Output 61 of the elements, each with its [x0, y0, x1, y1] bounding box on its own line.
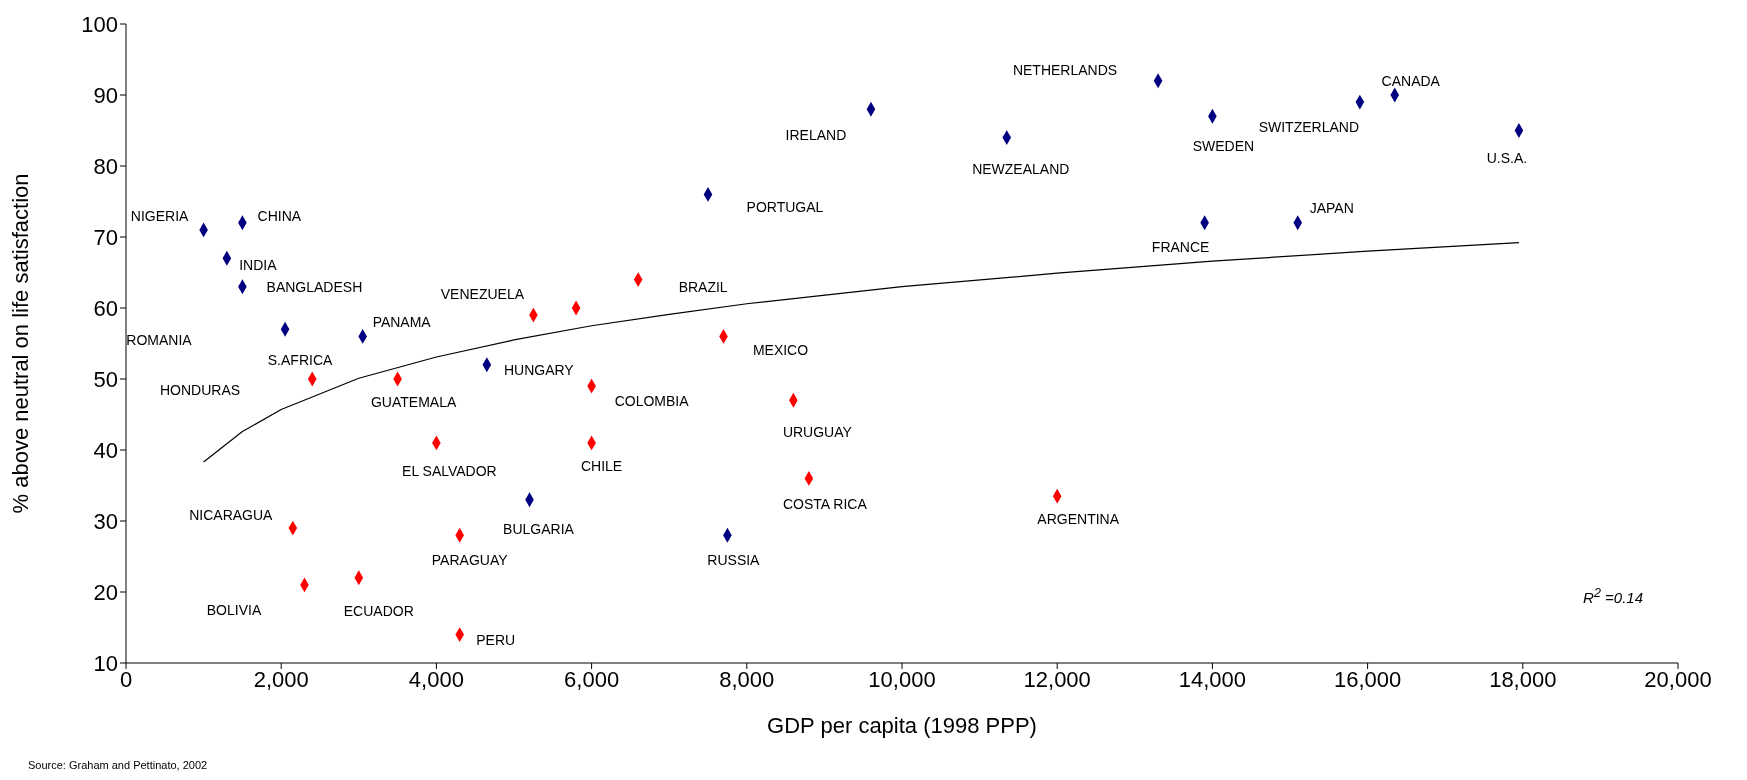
annotation: CHILE [580, 457, 623, 474]
y-tick-label: 100 [81, 11, 118, 37]
y-tick-label: 80 [93, 153, 118, 179]
x-tick-label: 20,000 [1644, 666, 1712, 692]
annotation: CANADA [1381, 73, 1441, 89]
annotation: SWITZERLAND [1258, 119, 1360, 136]
source-note: Source: Graham and Pettinato, 2002 [28, 759, 208, 771]
y-tick-label: 70 [93, 224, 118, 250]
annotation: INDIA [239, 257, 278, 274]
y-tick-label: 40 [93, 437, 118, 463]
annotation: COSTA RICA [783, 496, 868, 513]
x-tick-label: 6,000 [564, 666, 620, 692]
annotation: ROMANIA [126, 332, 192, 348]
annotation: EL SALVADOR [402, 462, 497, 479]
x-tick-label: 14,000 [1178, 666, 1247, 692]
annotation: ARGENTINA [1037, 511, 1120, 528]
annotation: ECUADOR [343, 602, 414, 619]
annotation: BRAZIL [678, 278, 728, 295]
annotation: URUGUAY [782, 424, 853, 441]
x-tick-label: 12,000 [1023, 666, 1091, 692]
annotation: JAPAN [1309, 199, 1354, 216]
annotation: SWEDEN [1192, 138, 1255, 155]
annotation: RUSSIA [707, 552, 761, 569]
annotation: PANAMA [372, 314, 432, 331]
annotation: VENEZUELA [440, 286, 525, 303]
annotation: BOLIVIA [206, 602, 262, 618]
x-tick-label: 16,000 [1333, 666, 1402, 692]
x-tick-label: 0 [119, 666, 133, 692]
annotation: GUATEMALA [370, 394, 457, 410]
x-tick-label: 4,000 [408, 666, 464, 692]
x-tick-label: 2,000 [253, 666, 309, 692]
y-tick-label: 20 [93, 579, 118, 605]
x-tick-label: 10,000 [868, 666, 936, 692]
annotation: PERU [476, 631, 516, 648]
y-tick-label: 10 [93, 650, 118, 676]
annotation: IRELAND [785, 127, 847, 144]
annotation: CHINA [257, 207, 302, 224]
y-tick-label: 60 [93, 295, 118, 321]
annotation: NETHERLANDS [1012, 62, 1118, 78]
annotation: NIGERIA [130, 207, 190, 224]
x-tick-label: 8,000 [719, 666, 775, 692]
x-axis-title: GDP per capita (1998 PPP) [767, 713, 1037, 738]
annotation: R$^{2}$ =0.14 [1583, 586, 1643, 606]
annotation: BANGLADESH [266, 278, 363, 295]
annotation: PORTUGAL [746, 199, 824, 216]
annotation: NEWZEALAND [972, 160, 1070, 177]
annotation: BULGARIA [503, 520, 575, 537]
y-tick-label: 90 [93, 82, 118, 108]
y-tick-label: 30 [93, 508, 118, 534]
annotation: COLOMBIA [614, 393, 690, 410]
annotation: HONDURAS [159, 382, 241, 398]
x-tick-label: 18,000 [1489, 666, 1557, 692]
annotation: S.AFRICA [267, 352, 334, 369]
y-axis-title: % above neutral on life satisfaction [7, 173, 33, 514]
annotation: PARAGUAY [431, 552, 509, 569]
annotation: HUNGARY [503, 361, 575, 378]
annotation: U.S.A. [1486, 149, 1528, 166]
y-tick-label: 50 [93, 366, 118, 392]
annotation: MEXICO [752, 342, 809, 359]
annotation: NICARAGUA [189, 507, 274, 524]
annotation: FRANCE [1151, 238, 1210, 255]
